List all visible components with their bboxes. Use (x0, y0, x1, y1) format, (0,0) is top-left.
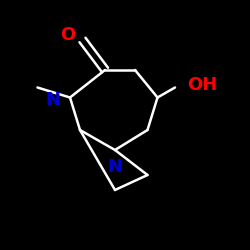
Text: OH: OH (188, 76, 218, 94)
Text: N: N (108, 158, 122, 176)
Text: N: N (45, 91, 60, 109)
Text: O: O (60, 26, 75, 44)
